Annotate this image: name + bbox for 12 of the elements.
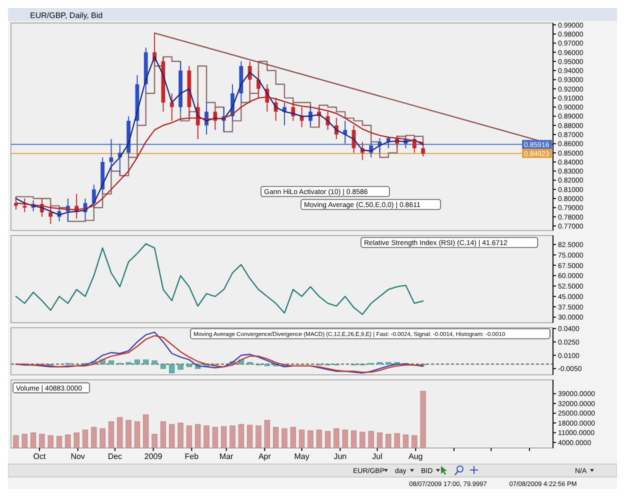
x-tick-label: May	[294, 452, 310, 461]
x-tick-label: 2009	[144, 452, 163, 461]
chart-title: EUR/GBP, Daily, Bid	[30, 11, 103, 20]
x-tick-label: Aug	[408, 452, 423, 461]
x-tick-label: Dec	[108, 452, 122, 461]
x-tick-label: Jul	[372, 452, 383, 461]
x-tick-label: Nov	[70, 452, 85, 461]
x-tick-label: Apr	[258, 452, 272, 461]
x-tick-label: Mar	[219, 452, 234, 461]
x-tick-label: Feb	[184, 452, 200, 461]
x-tick-label: Oct	[33, 452, 46, 461]
x-tick-label: Jun	[334, 452, 347, 461]
